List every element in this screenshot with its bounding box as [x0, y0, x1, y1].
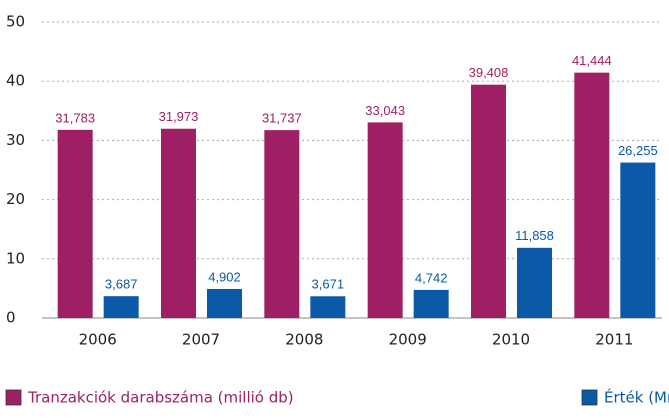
bar: [103, 296, 139, 318]
y-tick-label: 20: [6, 190, 25, 208]
value-label: 11,858: [515, 228, 554, 243]
legend-label: Érték (Mrd Ft): [604, 388, 669, 407]
bar: [57, 129, 93, 318]
x-tick-label: 2010: [492, 331, 530, 349]
bar: [367, 122, 403, 318]
y-tick-label: 50: [6, 13, 25, 31]
x-tick-label: 2007: [182, 331, 220, 349]
x-tick-label: 2008: [285, 331, 323, 349]
bar: [161, 128, 196, 318]
bar: [620, 162, 656, 318]
value-label: 39,408: [469, 65, 509, 80]
x-tick-label: 2011: [595, 331, 633, 349]
value-label: 3,671: [312, 277, 345, 292]
value-label: 4,902: [208, 269, 241, 284]
x-tick-label: 2009: [389, 331, 427, 349]
bar: [471, 84, 506, 318]
bar: [207, 288, 242, 318]
value-label: 3,687: [105, 277, 138, 292]
value-label: 4,742: [415, 270, 448, 285]
bar: [517, 247, 552, 318]
value-label: 33,043: [365, 103, 405, 118]
bar: [413, 289, 449, 318]
y-tick-label: 30: [6, 131, 25, 149]
x-tick-label: 2006: [79, 331, 117, 349]
legend-swatch: [581, 389, 598, 406]
bar: [574, 72, 610, 318]
value-label: 31,783: [55, 110, 95, 125]
y-tick-label: 40: [6, 72, 25, 90]
y-tick-label: 0: [6, 309, 16, 327]
value-label: 31,737: [262, 111, 302, 126]
legend-swatch: [5, 389, 22, 406]
legend-label: Tranzakciók darabszáma (millió db): [27, 389, 294, 407]
value-label: 31,973: [159, 109, 199, 124]
y-tick-label: 10: [6, 249, 25, 267]
bar: [310, 296, 346, 318]
bar: [264, 130, 300, 318]
value-label: 41,444: [572, 53, 612, 68]
value-label: 26,255: [618, 143, 658, 158]
